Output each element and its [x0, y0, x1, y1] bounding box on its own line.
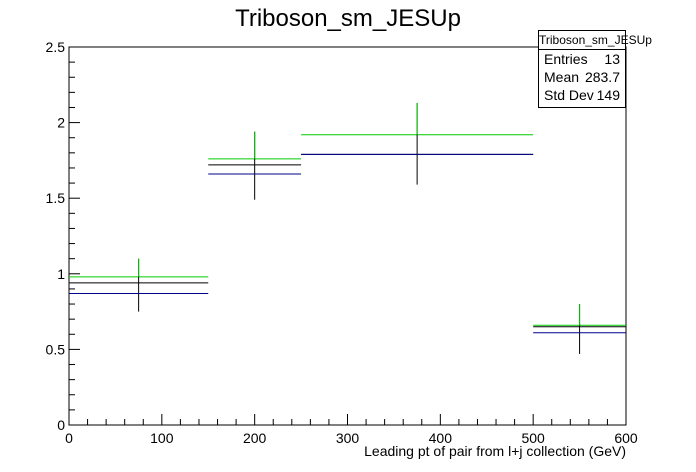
x-tick-label: 300 — [336, 430, 360, 446]
x-tick-label: 0 — [65, 430, 73, 446]
stats-stddev-label: Std Dev — [544, 87, 594, 103]
y-tick-label: 0.5 — [46, 341, 66, 357]
y-tick-label: 2 — [57, 115, 65, 131]
x-axis-label: Leading pt of pair from l+j collection (… — [364, 443, 626, 459]
stats-title: Triboson_sm_JESUp — [539, 31, 652, 50]
x-tick-label: 600 — [614, 430, 638, 446]
y-tick-label: 1.5 — [46, 190, 66, 206]
histogram-marks — [69, 102, 626, 354]
stats-box: Triboson_sm_JESUp Entries 13 Mean 283.7 … — [538, 30, 652, 108]
x-tick-label: 200 — [243, 430, 267, 446]
axis-ticks: 0 100 200 300 400 500 600 0 0.5 1 1.5 2 2.5 — [46, 39, 638, 446]
stats-stddev-value: 149 — [596, 87, 620, 103]
x-tick-label: 400 — [429, 430, 453, 446]
stats-entries-row: Entries 13 — [539, 50, 625, 68]
chart-title: Triboson_sm_JESUp — [235, 5, 461, 32]
stats-stddev-row: Std Dev 149 — [539, 86, 625, 104]
stats-mean-value: 283.7 — [584, 69, 620, 85]
y-tick-label: 0 — [57, 417, 65, 433]
stats-mean-row: Mean 283.7 — [539, 68, 625, 86]
stats-mean-label: Mean — [544, 69, 580, 85]
stats-entries-value: 13 — [604, 51, 620, 67]
x-tick-label: 100 — [150, 430, 174, 446]
stats-entries-label: Entries — [544, 51, 588, 67]
x-tick-label: 500 — [521, 430, 545, 446]
y-tick-label: 1 — [57, 266, 65, 282]
y-tick-label: 2.5 — [46, 39, 66, 55]
